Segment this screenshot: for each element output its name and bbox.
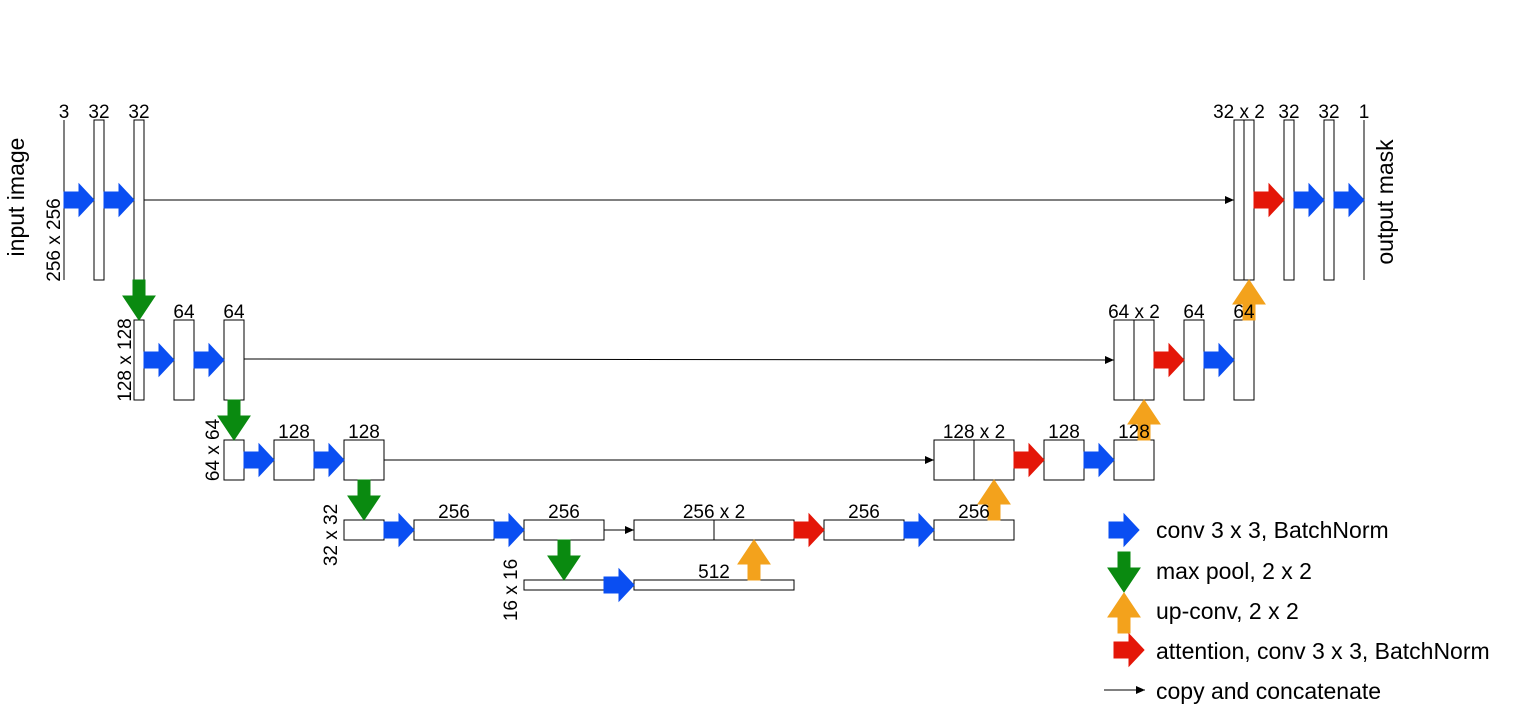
channel-label: 128 <box>1048 422 1080 443</box>
enc1-map-a <box>93 119 105 281</box>
dec2-up-map <box>1133 319 1155 401</box>
dec4-map-b <box>933 519 1015 541</box>
bottleneck-pool-map <box>523 579 605 591</box>
channel-label: 256 <box>548 502 580 523</box>
conv-arrow <box>63 183 95 217</box>
channel-label: 64 <box>1233 302 1255 323</box>
legend-upconv-icon <box>1107 592 1141 634</box>
channel-labels: 3 32 32 64 64 128 128 256 256 512 256 x … <box>59 102 1370 583</box>
channel-label: 64 <box>223 302 245 323</box>
feature-maps <box>63 119 1365 591</box>
spatial-label: 256 x 256 <box>44 198 65 281</box>
dec4-skip-map <box>633 519 715 541</box>
spatial-label: 128 x 128 <box>115 318 136 401</box>
channel-label: 3 <box>59 102 70 123</box>
conv-arrow <box>103 183 135 217</box>
channel-label: 256 <box>848 502 880 523</box>
channel-label: 32 <box>128 102 149 123</box>
conv-arrow <box>1083 443 1115 477</box>
attention-arrow <box>1153 343 1185 377</box>
conv-arrow <box>193 343 225 377</box>
legend-attention-label: attention, conv 3 x 3, BatchNorm <box>1156 638 1490 664</box>
channel-label: 256 <box>958 502 990 523</box>
dec1-skip-map <box>1233 119 1245 281</box>
input-image-label: input image <box>3 138 29 257</box>
channel-label: 1 <box>1359 102 1370 123</box>
dec3-skip-map <box>933 439 975 481</box>
dec2-skip-map <box>1113 319 1135 401</box>
legend-attention-icon <box>1113 633 1145 667</box>
legend-copy-label: copy and concatenate <box>1156 678 1381 704</box>
legend-pool-icon <box>1107 551 1141 593</box>
pool-arrow <box>122 279 156 321</box>
legend: conv 3 x 3, BatchNorm max pool, 2 x 2 up… <box>1104 513 1490 704</box>
dec4-up-map <box>713 519 795 541</box>
output-mask-label: output mask <box>1372 139 1398 265</box>
conv-arrow <box>1333 183 1365 217</box>
conv-arrow <box>903 513 935 547</box>
conv-arrow <box>383 513 415 547</box>
conv-arrow <box>243 443 275 477</box>
skip-connections <box>144 196 1234 534</box>
legend-conv-icon <box>1108 513 1140 547</box>
enc1-map-b <box>133 119 145 281</box>
channel-label: 128 <box>348 422 380 443</box>
dec1-map-b <box>1323 119 1335 281</box>
enc4-pool-map <box>343 519 385 541</box>
attention-arrow <box>793 513 825 547</box>
conv-arrow <box>143 343 175 377</box>
spatial-label: 64 x 64 <box>203 418 224 481</box>
conv-arrow <box>1203 343 1235 377</box>
channel-label: 32 <box>1278 102 1299 123</box>
pool-arrow <box>547 539 581 581</box>
channel-label: 256 x 2 <box>683 502 745 523</box>
dec3-map-b <box>1113 439 1155 481</box>
channel-label: 256 <box>438 502 470 523</box>
channel-label: 64 <box>1183 302 1205 323</box>
channel-label: 128 <box>1118 422 1150 443</box>
enc2-map-a <box>173 319 195 401</box>
conv-arrow <box>313 443 345 477</box>
upconv-arrow <box>737 539 771 581</box>
enc3-map-a <box>273 439 315 481</box>
channel-label: 512 <box>698 562 730 583</box>
channel-label: 64 x 2 <box>1108 302 1160 323</box>
channel-label: 64 <box>173 302 195 323</box>
channel-label: 32 <box>88 102 109 123</box>
conv-arrow <box>603 568 635 602</box>
channel-label: 32 x 2 <box>1213 102 1265 123</box>
dec1-up-map <box>1243 119 1255 281</box>
enc4-map-a <box>413 519 495 541</box>
enc3-pool-map <box>223 439 245 481</box>
dec1-map-a <box>1283 119 1295 281</box>
spatial-label: 32 x 32 <box>321 504 342 566</box>
legend-conv-label: conv 3 x 3, BatchNorm <box>1156 517 1389 543</box>
enc2-map-b <box>223 319 245 401</box>
attention-arrow <box>1013 443 1045 477</box>
enc3-map-b <box>343 439 385 481</box>
pool-arrow <box>347 479 381 521</box>
channel-label: 128 <box>278 422 310 443</box>
dec4-map-a <box>823 519 905 541</box>
dec2-map-b <box>1233 319 1255 401</box>
channel-label: 128 x 2 <box>943 422 1005 443</box>
legend-pool-label: max pool, 2 x 2 <box>1156 558 1312 584</box>
enc4-map-b <box>523 519 605 541</box>
channel-label: 32 <box>1318 102 1339 123</box>
legend-upconv-label: up-conv, 2 x 2 <box>1156 598 1299 624</box>
dec3-up-map <box>973 439 1015 481</box>
conv-arrow <box>493 513 525 547</box>
conv-arrow <box>1293 183 1325 217</box>
spatial-label: 16 x 16 <box>501 559 522 621</box>
dec3-map-a <box>1043 439 1085 481</box>
skip-arrow-level2 <box>243 355 1115 364</box>
attention-arrow <box>1253 183 1285 217</box>
dec2-map-a <box>1183 319 1205 401</box>
spatial-labels: 256 x 256 128 x 128 64 x 64 32 x 32 16 x… <box>44 198 522 621</box>
